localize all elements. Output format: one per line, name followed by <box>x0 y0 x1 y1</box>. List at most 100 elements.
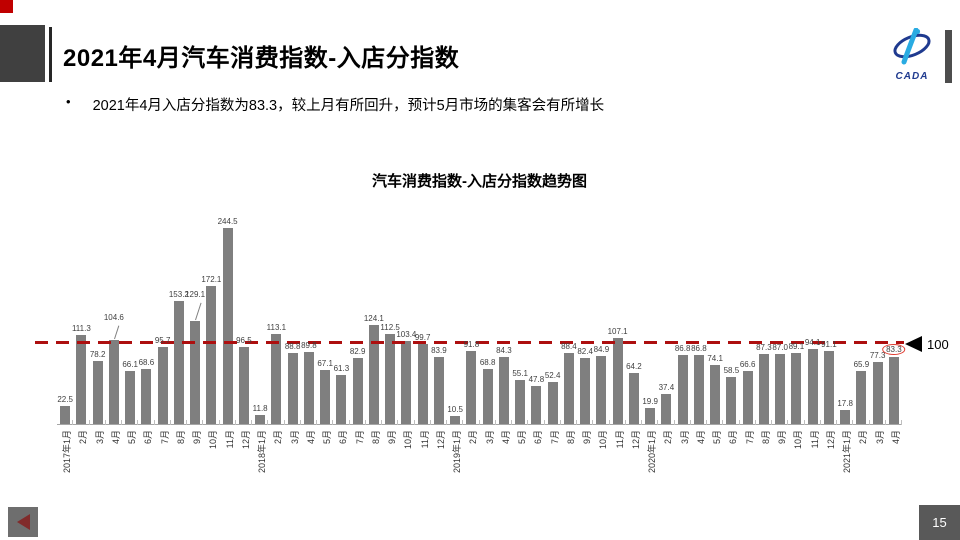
axis-tick <box>657 420 659 425</box>
bar <box>758 354 769 424</box>
value-label: 10.5 <box>447 404 463 414</box>
bar <box>531 385 542 424</box>
plot-area: 22.5 111.3 78.2 104.6 66.1 68.6 95.7 153.2 129.1… <box>35 195 949 425</box>
bar-slot: 87.3 <box>756 195 772 424</box>
bar-slot: 61.3 <box>333 195 349 424</box>
bar-slot: 88.4 <box>561 195 577 424</box>
title-divider <box>49 27 52 82</box>
bar <box>612 338 623 424</box>
bar-slot: 103.4 <box>396 195 416 424</box>
x-axis-label-slot: 8月 <box>366 420 382 506</box>
x-axis-label: 11月 <box>224 430 235 449</box>
bar <box>482 368 493 424</box>
value-label: 172.1 <box>201 275 222 285</box>
bar <box>677 354 688 424</box>
bar-slot: 77.3 <box>870 195 886 424</box>
bar-slot: 86.8 <box>675 195 691 424</box>
axis-tick <box>819 420 821 425</box>
bar-slot: 104.6 <box>104 195 124 424</box>
axis-tick <box>901 420 902 425</box>
bar-slot: 153.2 <box>169 195 189 424</box>
bar-slot: 67.1 <box>317 195 333 424</box>
bar <box>693 354 704 424</box>
reference-marker: 100 <box>905 336 949 352</box>
x-axis-label: 6月 <box>533 430 544 445</box>
bar <box>791 352 802 424</box>
axis-tick <box>527 420 529 425</box>
highlighted-value-label: 83.3 <box>882 344 906 356</box>
x-axis-label-slot: 2021年1月 <box>837 420 854 506</box>
x-axis-label: 10月 <box>598 430 609 450</box>
x-axis-label-slot: 9月 <box>187 420 204 506</box>
axis-tick <box>153 420 155 425</box>
bar <box>645 408 656 424</box>
bar-slot: 11.8 <box>252 195 268 424</box>
value-label: 82.4 <box>577 347 593 357</box>
bar-slot: 96.5 <box>236 195 252 424</box>
bar <box>840 409 851 424</box>
axis-tick <box>137 420 139 425</box>
x-axis-label: 10月 <box>208 430 219 450</box>
bar-slot: 66.6 <box>740 195 756 424</box>
value-label: 58.5 <box>723 366 740 376</box>
bar-slot: 10.5 <box>447 195 463 424</box>
x-axis-label: 9月 <box>192 430 203 445</box>
page-number-badge: 15 <box>919 505 960 540</box>
bar <box>515 379 526 424</box>
axis-tick <box>543 420 545 425</box>
bar-slot: 68.8 <box>480 195 496 424</box>
value-label: 95.7 <box>154 336 171 346</box>
nav-back-button[interactable] <box>8 507 38 537</box>
bullet-marker: • <box>66 94 71 109</box>
value-label: 55.1 <box>512 368 528 378</box>
bar-slot: 52.4 <box>545 195 561 424</box>
x-axis-label: 3月 <box>289 430 300 445</box>
x-axis-label: 5月 <box>517 430 528 445</box>
x-axis-label: 7月 <box>354 430 365 445</box>
value-label: 52.4 <box>544 371 561 381</box>
x-axis-label-slot: 10月 <box>203 420 220 506</box>
bar-slot: 84.3 <box>496 195 512 424</box>
right-edge-accent <box>945 30 952 83</box>
axis-tick <box>494 420 496 425</box>
x-axis-label: 2018年1月 <box>257 430 268 474</box>
bar <box>76 334 87 424</box>
x-axis-label-slot: 2018年1月 <box>252 420 269 506</box>
x-axis-label: 3月 <box>484 430 495 445</box>
value-label: 47.8 <box>528 374 545 384</box>
cada-logo-icon <box>893 27 931 65</box>
x-axis-label-slot: 8月 <box>756 420 772 506</box>
x-axis-label: 7月 <box>159 430 170 445</box>
bar-slot: 55.1 <box>512 195 528 424</box>
x-axis-label: 2月 <box>858 430 869 445</box>
bar-slot: 17.8 <box>837 195 853 424</box>
value-label: 244.5 <box>217 217 238 227</box>
bar <box>157 347 168 424</box>
axis-tick <box>787 420 789 425</box>
x-axis-label-slot: 6月 <box>528 420 545 506</box>
x-axis-label: 10月 <box>793 430 804 450</box>
axis-tick <box>267 420 269 425</box>
axis-tick <box>689 420 691 425</box>
x-axis-label: 11月 <box>614 430 625 449</box>
bar <box>287 352 298 424</box>
x-axis-label-slot: 3月 <box>480 420 496 506</box>
bar-slot: 99.7 <box>415 195 431 424</box>
chart-title: 汽车消费指数-入店分指数趋势图 <box>372 173 587 190</box>
reference-line-100 <box>35 341 904 344</box>
x-axis-label-slot: 2月 <box>463 420 480 506</box>
x-axis-label-slot: 2月 <box>73 420 90 506</box>
bar <box>173 301 184 424</box>
value-label: 65.9 <box>853 360 870 370</box>
value-label: 74.1 <box>707 353 723 363</box>
bar-slot: 78.2 <box>90 195 106 424</box>
x-axis-label-slot: 11月 <box>805 420 821 506</box>
value-label: 129.1 <box>185 289 206 299</box>
x-axis-label-slot: 3月 <box>870 420 886 506</box>
axis-tick <box>299 420 301 425</box>
bar <box>320 370 331 424</box>
bar-slot: 124.1 <box>364 195 384 424</box>
label-leader-line <box>195 302 202 320</box>
bar-slot: 58.5 <box>723 195 739 424</box>
x-axis-label: 12月 <box>435 430 446 450</box>
